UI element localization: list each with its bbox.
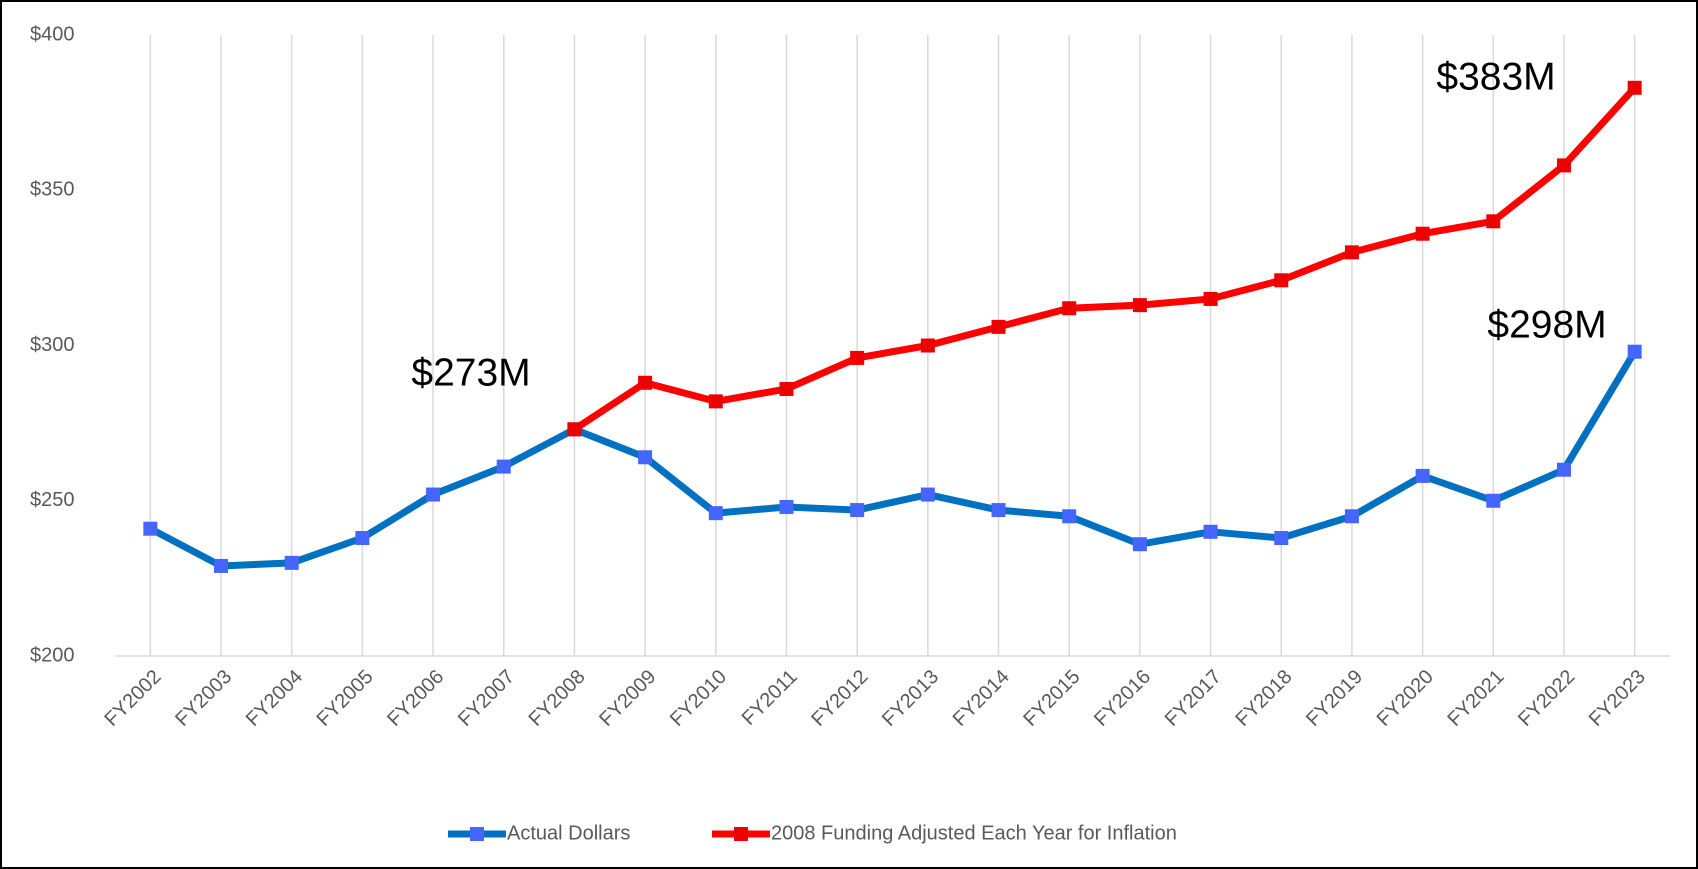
point-marker: [1627, 80, 1642, 95]
point-marker: [920, 487, 935, 502]
y-tick-label: $250: [30, 489, 75, 511]
legend-label: Actual Dollars: [507, 822, 630, 844]
series-line: [148, 349, 1638, 570]
point-marker: [1486, 493, 1501, 508]
y-tick-label: $300: [30, 334, 75, 356]
point-marker: [1486, 214, 1501, 229]
point-marker: [1062, 301, 1077, 316]
point-marker: [1627, 344, 1642, 359]
point-marker: [708, 506, 723, 521]
y-tick-label: $200: [30, 644, 75, 666]
annotation: $273M: [411, 351, 530, 394]
point-marker: [1274, 531, 1289, 546]
point-marker: [1344, 245, 1359, 260]
point-marker: [991, 503, 1006, 518]
point-marker: [850, 350, 865, 365]
point-marker: [1415, 468, 1430, 483]
legend-label: 2008 Funding Adjusted Each Year for Infl…: [771, 822, 1177, 844]
point-marker: [143, 521, 158, 536]
point-marker: [1556, 158, 1571, 173]
series-line: [572, 85, 1638, 433]
point-marker: [708, 394, 723, 409]
y-tick-label: $350: [30, 179, 75, 201]
point-marker: [426, 487, 441, 502]
point-marker: [1062, 509, 1077, 524]
point-marker: [1415, 226, 1430, 241]
point-marker: [1203, 524, 1218, 539]
point-marker: [284, 555, 299, 570]
point-marker: [1132, 537, 1147, 552]
point-marker: [567, 422, 582, 437]
point-marker: [920, 338, 935, 353]
point-marker: [850, 503, 865, 518]
point-marker: [355, 531, 370, 546]
point-marker: [496, 459, 511, 474]
point-marker: [1556, 462, 1571, 477]
point-marker: [991, 319, 1006, 334]
point-marker: [1344, 509, 1359, 524]
annotation: $383M: [1436, 55, 1555, 98]
point-marker: [779, 499, 794, 514]
legend-marker: [470, 827, 484, 841]
y-tick-label: $400: [30, 23, 75, 45]
point-marker: [214, 558, 229, 573]
point-marker: [638, 450, 653, 465]
point-marker: [1132, 298, 1147, 313]
point-marker: [638, 375, 653, 390]
annotation: $298M: [1487, 303, 1606, 346]
point-marker: [1274, 273, 1289, 288]
point-marker: [779, 381, 794, 396]
point-marker: [1203, 291, 1218, 306]
legend-marker: [734, 827, 748, 841]
